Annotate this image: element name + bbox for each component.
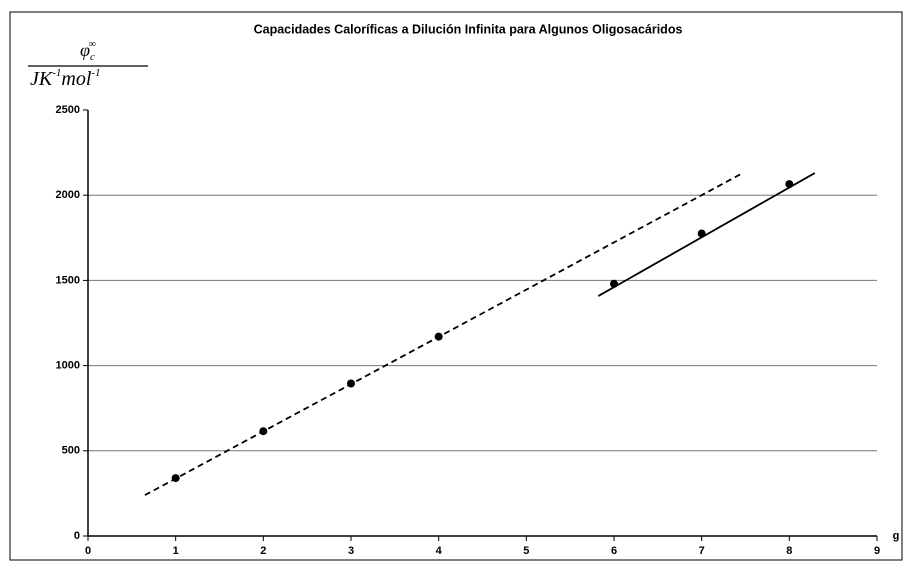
x-tick-label: 4	[436, 545, 443, 557]
x-tick-label: 6	[611, 545, 617, 557]
y-tick-label: 1500	[56, 274, 80, 286]
x-tick-label: 9	[874, 545, 880, 557]
data-point	[259, 427, 268, 436]
x-tick-label: 2	[260, 545, 266, 557]
data-point	[171, 474, 180, 483]
trend-line	[597, 172, 816, 297]
x-tick-label: 3	[348, 545, 354, 557]
y-tick-label: 2000	[56, 189, 80, 201]
data-point	[347, 379, 355, 388]
y-tick-label: 1000	[56, 360, 80, 372]
y-tick-label: 0	[74, 530, 80, 542]
x-tick-label: 7	[699, 545, 705, 557]
data-point	[434, 332, 443, 341]
chart-title: Capacidades Caloríficas a Dilución Infin…	[254, 22, 683, 36]
x-tick-label: 0	[85, 545, 91, 557]
x-tick-label: 8	[786, 545, 792, 557]
x-label: g	[893, 530, 900, 542]
y-label-denominator: JK-1mol-1	[30, 67, 101, 90]
x-tick-label: 1	[173, 545, 179, 557]
x-tick-label: 5	[523, 545, 529, 557]
trend-line	[144, 173, 742, 496]
y-tick-label: 2500	[56, 104, 80, 116]
y-tick-label: 500	[62, 445, 80, 457]
data-point	[610, 279, 618, 288]
data-point	[697, 229, 706, 238]
y-label-numerator: φc∞	[80, 39, 96, 62]
chart-frame	[9, 11, 903, 561]
data-point	[785, 180, 794, 189]
